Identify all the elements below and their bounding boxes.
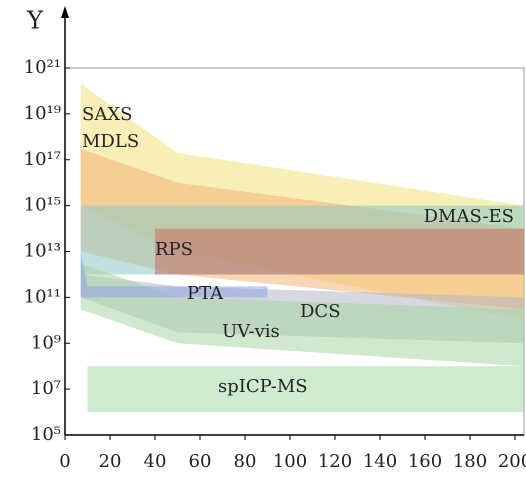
x-tick-label: 60 bbox=[189, 451, 212, 472]
region-label: DCS bbox=[300, 301, 341, 322]
range-area bbox=[155, 228, 524, 275]
region-label: PTA bbox=[187, 283, 224, 304]
range-area bbox=[80, 263, 524, 367]
y-tick-label: 10⁷ bbox=[31, 378, 61, 399]
x-tick-label: 200 bbox=[498, 451, 526, 472]
y-tick-label: 10¹¹ bbox=[24, 286, 61, 307]
y-axis-label: Y bbox=[26, 7, 44, 35]
y-tick-label: 10²¹ bbox=[24, 57, 61, 78]
y-tick-label: 10⁹ bbox=[31, 332, 61, 353]
y-tick-label: 10⁵ bbox=[31, 424, 61, 445]
region-label: MDLS bbox=[82, 131, 139, 152]
x-tick-label: 20 bbox=[99, 451, 122, 472]
y-tick-label: 10¹³ bbox=[24, 241, 61, 262]
x-tick-label: 80 bbox=[234, 451, 257, 472]
range-area bbox=[80, 251, 268, 298]
x-tick-label: 40 bbox=[144, 451, 167, 472]
x-tick-label: 140 bbox=[363, 451, 397, 472]
x-tick-label: 180 bbox=[453, 451, 487, 472]
range-area bbox=[87, 366, 524, 413]
x-tick-label: 0 bbox=[59, 451, 70, 472]
region-label: UV-vis bbox=[222, 321, 280, 342]
region-label: spICP-MS bbox=[218, 376, 308, 397]
region-label: DMAS-ES bbox=[424, 206, 514, 227]
y-tick-label: 10¹⁹ bbox=[24, 103, 61, 124]
region-label: RPS bbox=[155, 239, 193, 260]
y-tick-label: 10¹⁷ bbox=[24, 149, 61, 170]
y-axis-arrow bbox=[61, 6, 69, 18]
region-label: SAXS bbox=[82, 104, 132, 125]
x-tick-label: 160 bbox=[408, 451, 442, 472]
y-tick-label: 10¹⁵ bbox=[24, 195, 61, 216]
x-tick-label: 120 bbox=[318, 451, 352, 472]
x-tick-label: 100 bbox=[273, 451, 307, 472]
